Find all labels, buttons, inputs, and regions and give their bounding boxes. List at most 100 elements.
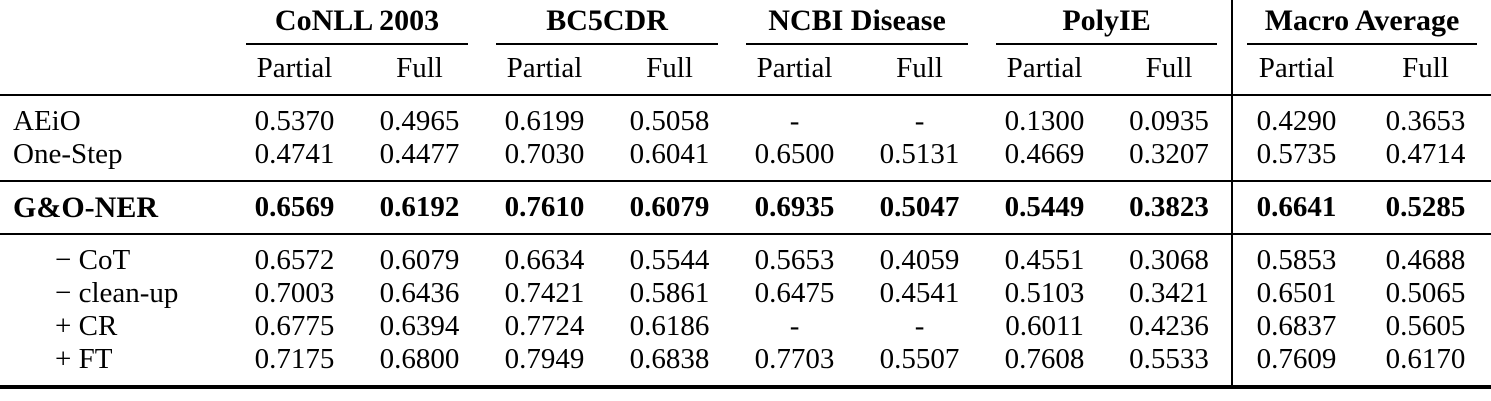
group-underline	[996, 43, 1218, 45]
table-row: − clean-up 0.7003 0.6436 0.7421 0.5861 0.6475…	[0, 277, 1491, 310]
table-body: AEiO 0.5370 0.4965 0.6199 0.5058 - - 0.1300 0.09…	[0, 95, 1491, 389]
value-cell: 0.1300	[1004, 105, 1085, 137]
value-cell: 0.6186	[629, 310, 710, 342]
group-header-macro-average: Macro Average	[1231, 0, 1491, 45]
group-label: BC5CDR	[546, 4, 668, 37]
value-cell: 0.4741	[232, 138, 357, 182]
value-cell: 0.0935	[1129, 105, 1209, 137]
value-cell: 0.4541	[879, 277, 960, 309]
value-cell: 0.7703	[732, 343, 858, 389]
row-label: − clean-up	[55, 277, 179, 309]
value-cell: 0.4059	[879, 244, 960, 276]
value-cell: 0.5507	[857, 343, 983, 389]
value-cell: 0.3068	[1129, 244, 1209, 276]
table-row: + CR 0.6775 0.6394 0.7724 0.6186 - - 0.6011 0.42…	[0, 310, 1491, 343]
value-cell: 0.6079	[607, 181, 733, 235]
value-cell: 0.6837	[1231, 310, 1361, 343]
value-cell: 0.4669	[982, 138, 1108, 182]
table-row: G&O-NER 0.6569 0.6192 0.7610 0.6079 0.6935 0.5…	[0, 181, 1491, 235]
value-cell: 0.5533	[1107, 343, 1233, 389]
value-cell: 0.4477	[357, 138, 483, 182]
group-header-bc5cdr: BC5CDR	[482, 0, 732, 45]
value-cell: 0.5544	[629, 244, 710, 276]
value-cell: 0.5653	[754, 244, 835, 276]
value-cell: 0.6935	[732, 181, 858, 235]
value-cell: 0.6500	[732, 138, 858, 182]
table-row: One-Step 0.4741 0.4477 0.7030 0.6041 0.6500 0.…	[0, 138, 1491, 182]
value-cell: 0.5131	[857, 138, 983, 182]
value-cell: -	[914, 310, 925, 342]
results-table: CoNLL 2003 BC5CDR NCBI Disease PolyIE Ma…	[0, 0, 1491, 389]
value-cell: 0.6641	[1231, 181, 1361, 235]
subheader-polyie-partial: Partial	[982, 45, 1108, 96]
value-cell: 0.6041	[607, 138, 733, 182]
group-label: NCBI Disease	[768, 4, 946, 37]
group-header-ncbi-disease: NCBI Disease	[732, 0, 982, 45]
value-cell: 0.6192	[357, 181, 483, 235]
value-cell: 0.6569	[232, 181, 357, 235]
subheader-macro-partial: Partial	[1231, 45, 1361, 96]
value-cell: 0.6436	[379, 277, 460, 309]
value-cell: 0.5449	[982, 181, 1108, 235]
corner-cell	[0, 45, 232, 96]
group-label: Macro Average	[1264, 4, 1460, 37]
subheader-macro-full: Full	[1360, 45, 1491, 96]
subheader-bc5cdr-partial: Partial	[482, 45, 608, 96]
row-label: AEiO	[13, 105, 81, 137]
table-row: + FT 0.7175 0.6800 0.7949 0.6838 0.7703 0.5507…	[0, 343, 1491, 389]
value-cell: 0.6011	[1005, 310, 1084, 342]
value-cell: 0.6475	[754, 277, 835, 309]
value-cell: 0.3207	[1107, 138, 1233, 182]
subheader-row: Partial Full Partial Full Partial Full P…	[0, 45, 1491, 96]
group-label: CoNLL 2003	[274, 4, 440, 37]
subheader-conll2003-full: Full	[357, 45, 483, 96]
value-cell: 0.7421	[504, 277, 585, 309]
row-label: One-Step	[0, 138, 232, 182]
value-cell: 0.6838	[607, 343, 733, 389]
value-cell: 0.7949	[482, 343, 608, 389]
value-cell: 0.5285	[1360, 181, 1491, 235]
group-header-conll2003: CoNLL 2003	[232, 0, 482, 45]
value-cell: 0.5103	[1004, 277, 1085, 309]
row-label: − CoT	[55, 244, 131, 276]
value-cell: 0.5861	[629, 277, 710, 309]
value-cell: 0.5065	[1385, 277, 1466, 309]
group-underline	[246, 43, 469, 45]
value-cell: 0.3823	[1107, 181, 1233, 235]
value-cell: 0.7608	[982, 343, 1108, 389]
group-underline	[746, 43, 969, 45]
value-cell: 0.5735	[1231, 138, 1361, 182]
value-cell: 0.3653	[1385, 105, 1466, 137]
value-cell: 0.6775	[254, 310, 335, 342]
corner-cell	[0, 0, 232, 45]
value-cell: 0.6079	[379, 244, 460, 276]
value-cell: 0.6170	[1360, 343, 1491, 389]
value-cell: 0.7175	[232, 343, 357, 389]
value-cell: 0.7030	[482, 138, 608, 182]
row-label: + FT	[0, 343, 232, 389]
subheader-polyie-full: Full	[1107, 45, 1233, 96]
value-cell: 0.4236	[1129, 310, 1209, 342]
value-cell: 0.4688	[1385, 244, 1466, 276]
value-cell: 0.6501	[1231, 277, 1361, 310]
group-header-polyie: PolyIE	[982, 0, 1232, 45]
value-cell: 0.7609	[1231, 343, 1361, 389]
value-cell: 0.7003	[254, 277, 335, 309]
value-cell: 0.6800	[357, 343, 483, 389]
value-cell: 0.5058	[629, 105, 710, 137]
value-cell: -	[789, 310, 800, 342]
value-cell: 0.6634	[504, 244, 585, 276]
value-cell: -	[914, 105, 925, 137]
value-cell: 0.7610	[482, 181, 608, 235]
value-cell: 0.7724	[504, 310, 585, 342]
value-cell: 0.5047	[857, 181, 983, 235]
value-cell: 0.3421	[1129, 277, 1209, 309]
table-row: − CoT 0.6572 0.6079 0.6634 0.5544 0.5653 0.405…	[0, 234, 1491, 277]
row-label: + CR	[55, 310, 118, 342]
table-row: AEiO 0.5370 0.4965 0.6199 0.5058 - - 0.1300 0.09…	[0, 95, 1491, 138]
subheader-ncbi-partial: Partial	[732, 45, 858, 96]
group-underline	[496, 43, 719, 45]
value-cell: 0.4551	[1004, 244, 1085, 276]
group-underline	[1247, 43, 1478, 45]
